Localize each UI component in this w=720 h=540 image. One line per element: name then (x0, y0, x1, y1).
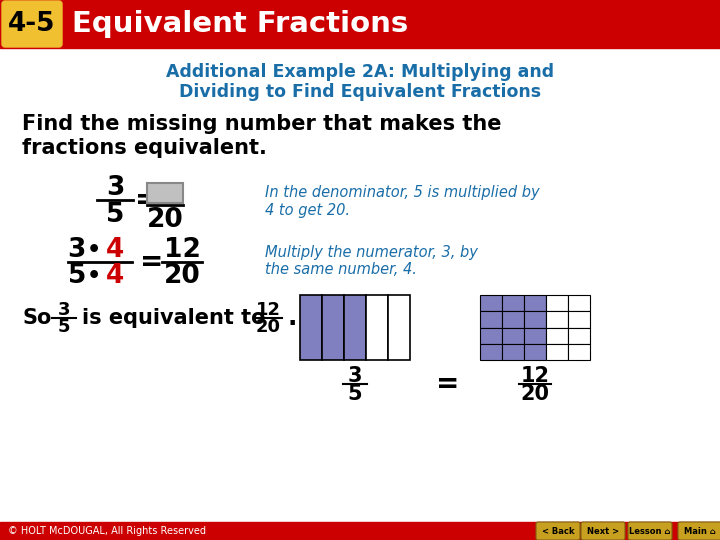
Text: =: = (135, 186, 158, 214)
Text: is equivalent to: is equivalent to (82, 308, 266, 328)
Bar (147, 183, 183, 203)
Text: 3: 3 (106, 175, 124, 201)
FancyBboxPatch shape (678, 522, 720, 540)
Bar (480, 327, 502, 344)
FancyBboxPatch shape (581, 522, 625, 540)
Bar (300, 295, 322, 360)
Bar (524, 311, 546, 327)
Bar (568, 311, 590, 327)
Bar (502, 295, 524, 311)
Text: 4: 4 (106, 263, 125, 289)
Text: 12: 12 (163, 237, 200, 263)
Text: Next >: Next > (587, 526, 619, 536)
Text: 5: 5 (68, 263, 86, 289)
Text: 3: 3 (68, 237, 86, 263)
Bar (546, 295, 568, 311)
Text: •: • (87, 266, 101, 286)
Text: 3: 3 (58, 301, 71, 319)
Text: =: = (140, 248, 163, 276)
Text: Additional Example 2A: Multiplying and: Additional Example 2A: Multiplying and (166, 63, 554, 81)
Bar (388, 295, 410, 360)
Bar (0, 0, 720, 48)
Text: Equivalent Fractions: Equivalent Fractions (72, 10, 408, 38)
Bar (546, 327, 568, 344)
Text: 5: 5 (106, 202, 124, 228)
Text: Main ⌂: Main ⌂ (684, 526, 716, 536)
Bar (524, 327, 546, 344)
FancyBboxPatch shape (2, 1, 62, 47)
Text: 4: 4 (106, 237, 125, 263)
Text: 4-5: 4-5 (8, 11, 55, 37)
FancyBboxPatch shape (536, 522, 580, 540)
FancyBboxPatch shape (628, 522, 672, 540)
Text: 20: 20 (256, 318, 281, 336)
Text: .: . (287, 306, 297, 330)
Text: the same number, 4.: the same number, 4. (265, 262, 417, 278)
Text: In the denominator, 5 is multiplied by: In the denominator, 5 is multiplied by (265, 185, 539, 199)
Text: So: So (22, 308, 51, 328)
Bar (568, 327, 590, 344)
Text: Dividing to Find Equivalent Fractions: Dividing to Find Equivalent Fractions (179, 83, 541, 101)
Bar (322, 295, 344, 360)
Bar (480, 311, 502, 327)
Text: 20: 20 (163, 263, 200, 289)
Text: 20: 20 (521, 384, 549, 404)
Text: fractions equivalent.: fractions equivalent. (22, 138, 267, 158)
Text: 12: 12 (256, 301, 281, 319)
Text: 12: 12 (521, 366, 549, 386)
Bar (524, 295, 546, 311)
Bar (0, 522, 720, 540)
Bar (524, 344, 546, 360)
Text: •: • (87, 240, 101, 260)
Bar (568, 295, 590, 311)
Bar (502, 311, 524, 327)
Text: Multiply the numerator, 3, by: Multiply the numerator, 3, by (265, 245, 478, 260)
Bar (502, 344, 524, 360)
Text: 3: 3 (348, 366, 362, 386)
Text: 4 to get 20.: 4 to get 20. (265, 202, 350, 218)
Bar (366, 295, 388, 360)
Bar (344, 295, 366, 360)
Text: 5: 5 (58, 318, 71, 336)
Bar (546, 344, 568, 360)
Bar (480, 344, 502, 360)
Text: Find the missing number that makes the: Find the missing number that makes the (22, 114, 502, 134)
Bar (546, 311, 568, 327)
Text: =: = (436, 370, 459, 398)
Text: 20: 20 (147, 207, 184, 233)
Bar (502, 327, 524, 344)
Bar (568, 344, 590, 360)
Text: 5: 5 (348, 384, 362, 404)
Text: © HOLT McDOUGAL, All Rights Reserved: © HOLT McDOUGAL, All Rights Reserved (8, 526, 206, 536)
Text: Lesson ⌂: Lesson ⌂ (629, 526, 671, 536)
Bar (480, 295, 502, 311)
Text: < Back: < Back (541, 526, 575, 536)
